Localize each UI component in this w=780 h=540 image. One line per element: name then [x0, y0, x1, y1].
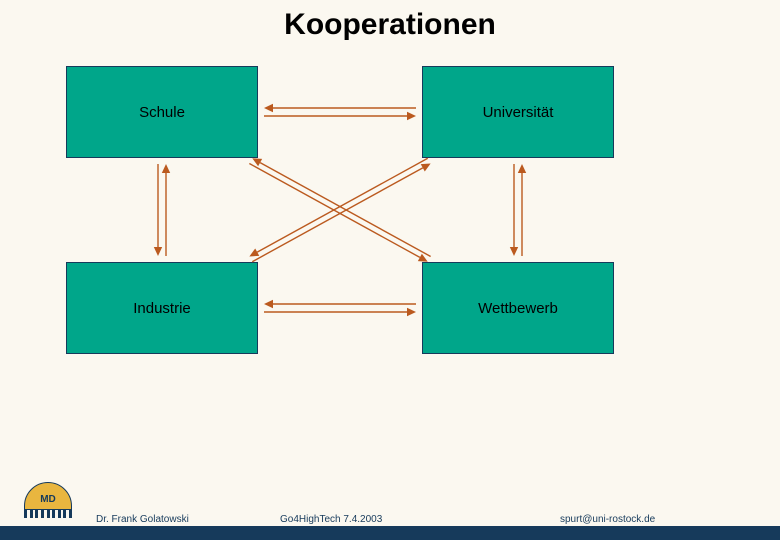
- slide-title: Kooperationen: [284, 8, 496, 42]
- node-label: Schule: [139, 104, 185, 121]
- node-wettbewerb: Wettbewerb: [422, 262, 614, 354]
- footer-bar: [0, 526, 780, 540]
- footer-author: Dr. Frank Golatowski: [96, 514, 189, 525]
- node-label: Universität: [483, 104, 554, 121]
- node-schule: Schule: [66, 66, 258, 158]
- node-universitaet: Universität: [422, 66, 614, 158]
- footer-event-date: Go4HighTech 7.4.2003: [280, 514, 382, 525]
- node-industrie: Industrie: [66, 262, 258, 354]
- logo: MD: [24, 482, 72, 518]
- node-label: Industrie: [133, 300, 191, 317]
- logo-ticks-icon: [24, 510, 72, 518]
- slide: Kooperationen Schule Universität Industr…: [0, 0, 780, 540]
- footer-email: spurt@uni-rostock.de: [560, 514, 655, 525]
- logo-text: MD: [24, 494, 72, 505]
- node-label: Wettbewerb: [478, 300, 558, 317]
